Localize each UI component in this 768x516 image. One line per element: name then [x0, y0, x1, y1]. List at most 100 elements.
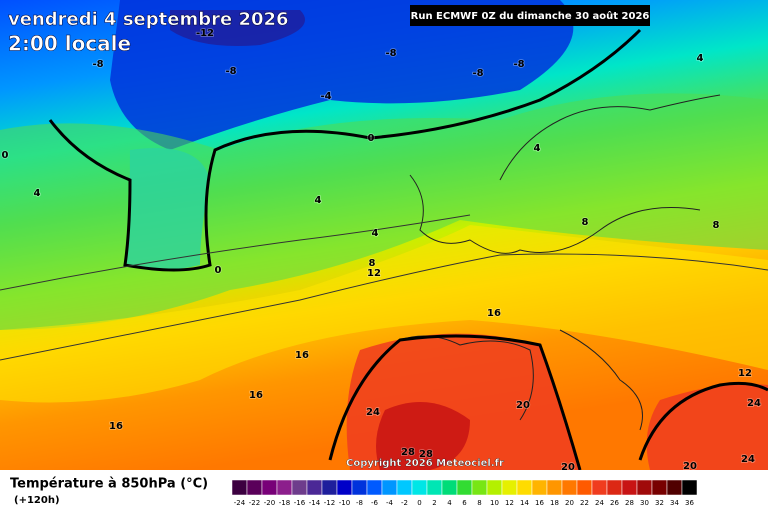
map-date: vendredi 4 septembre 2026: [8, 9, 289, 30]
contour-label: -8: [385, 48, 396, 59]
contour-label: 24: [741, 454, 755, 465]
scale-swatch: [351, 479, 368, 496]
contour-label: 4: [697, 53, 704, 64]
contour-label: 4: [315, 195, 322, 206]
contour-label: 16: [109, 421, 123, 432]
scale-label: 28: [625, 499, 634, 507]
scale-swatch: [246, 479, 263, 496]
scale-swatch: [486, 479, 503, 496]
scale-swatch: [441, 479, 458, 496]
scale-label: -16: [294, 499, 306, 507]
contour-label: -8: [472, 68, 483, 79]
legend-title: Température à 850hPa (°C): [10, 477, 208, 492]
contour-label: 28: [401, 447, 415, 458]
scale-swatch: [381, 479, 398, 496]
coastline: [399, 94, 721, 431]
scale-swatch: [666, 479, 683, 496]
scale-swatch: [411, 479, 428, 496]
scale-swatch: [396, 479, 413, 496]
contour-label: 4: [372, 228, 379, 239]
scale-swatch: [261, 479, 278, 496]
copyright: Copyright 2026 Meteociel.fr: [346, 458, 504, 469]
isotherm: [0, 214, 471, 291]
scale-label: -6: [371, 499, 379, 507]
contour-label: -8: [92, 59, 103, 70]
scale-label: -20: [264, 499, 275, 507]
mild-region: [0, 93, 768, 330]
contour-label: 24: [747, 398, 761, 409]
cold-core: [170, 10, 305, 46]
contour-label: 20: [683, 461, 697, 472]
legend-subtitle: (+120h): [14, 495, 60, 506]
map-time: 2:00 locale: [8, 32, 131, 56]
run-info: Run ECMWF 0Z du dimanche 30 août 2026: [411, 10, 650, 22]
scale-label: 18: [550, 499, 559, 507]
scale-swatch: [366, 479, 383, 496]
contour-label: 0: [2, 150, 9, 161]
contour-label: -8: [225, 66, 236, 77]
scale-label: 0: [417, 499, 421, 507]
scale-label: 22: [580, 499, 589, 507]
contour-label: 4: [534, 143, 541, 154]
scale-swatch: [576, 479, 593, 496]
contour-label: 0: [368, 133, 375, 144]
scale-label: 20: [565, 499, 574, 507]
scale-swatch: [561, 479, 578, 496]
contour-label: 12: [738, 368, 752, 379]
scale-label: -2: [401, 499, 408, 507]
scale-label: 34: [670, 499, 679, 507]
scale-label: -10: [339, 499, 350, 507]
scale-swatch: [501, 479, 518, 496]
scale-label: 8: [477, 499, 481, 507]
scale-swatch: [531, 479, 548, 496]
contour-label: 8: [582, 217, 589, 228]
scale-swatch: [606, 479, 623, 496]
scale-swatch: [471, 479, 488, 496]
contour-label: 8: [713, 220, 720, 231]
scale-label: -4: [386, 499, 394, 507]
run-box: [410, 5, 650, 26]
contour-label: -8: [513, 59, 524, 70]
scale-swatch: [621, 479, 638, 496]
scale-swatch: [591, 479, 608, 496]
color-scale: -24 -22 -20 -18 -16 -14 -12 -10 -8 -6 -4 -2 0 2 4 6 8 10 1…: [231, 479, 698, 507]
contour-label: -12: [196, 28, 214, 39]
scale-label: 10: [490, 499, 499, 507]
scale-label: 6: [462, 499, 467, 507]
scale-swatch: [336, 479, 353, 496]
scale-swatch: [456, 479, 473, 496]
contour-label: 4: [34, 188, 41, 199]
contour-label: 24: [366, 407, 380, 418]
scale-swatch: [291, 479, 308, 496]
scale-label: 26: [610, 499, 619, 507]
hot-core: [376, 402, 470, 470]
isotherm-20: [638, 381, 768, 461]
scale-label: -24: [234, 499, 246, 507]
contour-label: 0: [215, 265, 222, 276]
isotherm-20: [328, 334, 582, 471]
scale-label: 14: [520, 499, 529, 507]
scale-label: -14: [309, 499, 321, 507]
isotherm: [0, 253, 768, 361]
scale-label: 24: [595, 499, 604, 507]
scale-swatch: [321, 479, 338, 496]
scale-label: 12: [505, 499, 514, 507]
scale-label: -12: [324, 499, 335, 507]
scale-swatch: [516, 479, 533, 496]
scale-swatch: [231, 479, 248, 496]
warm-region: [0, 225, 768, 403]
contour-label: 16: [487, 308, 501, 319]
scale-label: 4: [447, 499, 452, 507]
scale-swatch: [426, 479, 443, 496]
contour-label: 8: [369, 258, 376, 269]
scale-swatch: [546, 479, 563, 496]
scale-label: -8: [356, 499, 363, 507]
contour-label: -4: [320, 91, 331, 102]
contour-label: 20: [516, 400, 530, 411]
scale-label: 16: [535, 499, 544, 507]
scale-swatch: [651, 479, 668, 496]
contour-label: 12: [367, 268, 381, 279]
scale-label: 30: [640, 499, 649, 507]
